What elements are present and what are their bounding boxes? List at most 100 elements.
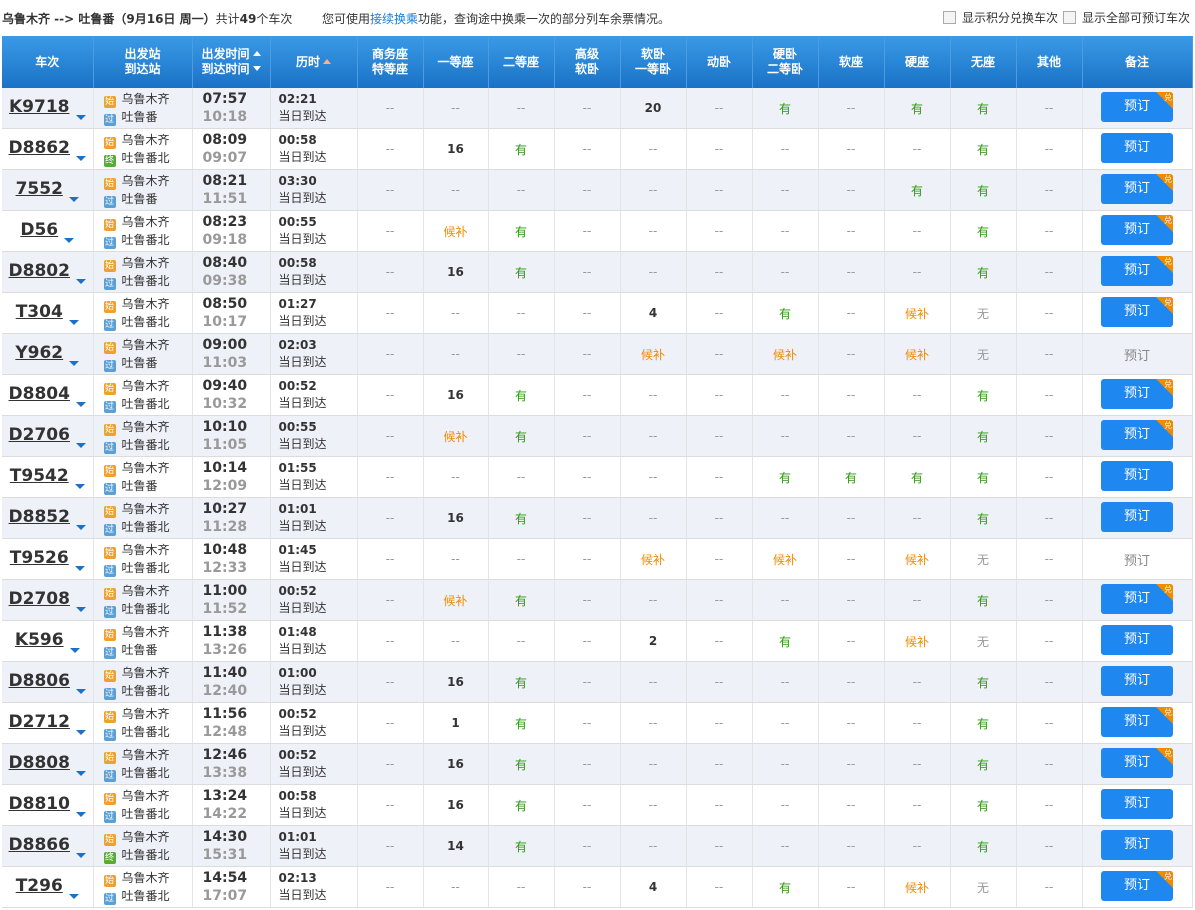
train-number[interactable]: D56 xyxy=(20,219,59,240)
train-number[interactable]: D2706 xyxy=(8,424,70,445)
seat-availability[interactable]: 14 xyxy=(423,825,489,867)
expand-arrow[interactable] xyxy=(75,688,86,694)
seat-availability[interactable]: 4 xyxy=(620,292,687,334)
expand-arrow[interactable] xyxy=(75,606,86,612)
seat-availability[interactable]: 2 xyxy=(620,620,687,662)
seat-availability[interactable]: 有 xyxy=(950,497,1017,539)
book-button[interactable]: 预订 xyxy=(1101,624,1173,655)
seat-availability[interactable]: 有 xyxy=(884,456,951,498)
seat-availability[interactable]: 16 xyxy=(423,497,489,539)
book-button[interactable]: 预订 兑 xyxy=(1101,173,1173,204)
seat-availability[interactable]: 有 xyxy=(950,88,1017,129)
expand-arrow[interactable] xyxy=(64,237,75,243)
book-button[interactable]: 预订 xyxy=(1101,665,1173,696)
book-button[interactable]: 预订 兑 xyxy=(1101,583,1173,614)
seat-availability[interactable]: 16 xyxy=(423,374,489,416)
train-number[interactable]: D8810 xyxy=(8,793,70,814)
seat-availability[interactable]: 有 xyxy=(488,661,555,703)
train-number[interactable]: D8804 xyxy=(8,383,70,404)
sort-arrow[interactable] xyxy=(323,58,331,64)
expand-arrow[interactable] xyxy=(75,729,86,735)
seat-availability[interactable]: 有 xyxy=(884,88,951,129)
seat-availability[interactable]: 有 xyxy=(950,251,1017,293)
seat-availability[interactable]: 有 xyxy=(488,825,555,867)
checkbox[interactable] xyxy=(943,11,956,24)
seat-availability[interactable]: 16 xyxy=(423,128,489,170)
book-button[interactable]: 预订 xyxy=(1101,788,1173,819)
seat-availability[interactable]: 有 xyxy=(884,169,951,211)
checkbox[interactable] xyxy=(1063,11,1076,24)
book-button[interactable]: 预订 兑 xyxy=(1101,296,1173,327)
train-number[interactable]: 7552 xyxy=(15,178,63,199)
seat-availability[interactable]: 有 xyxy=(752,88,819,129)
seat-availability[interactable]: 1 xyxy=(423,702,489,744)
train-number[interactable]: T9542 xyxy=(9,465,69,486)
sort-arrow[interactable] xyxy=(252,66,261,71)
expand-arrow[interactable] xyxy=(75,155,86,161)
seat-availability[interactable]: 有 xyxy=(488,784,555,826)
seat-availability[interactable]: 有 xyxy=(950,169,1017,211)
seat-availability[interactable]: 有 xyxy=(752,866,819,908)
expand-arrow[interactable] xyxy=(74,483,85,489)
seat-availability[interactable]: 有 xyxy=(488,210,555,252)
seat-availability[interactable]: 有 xyxy=(488,251,555,293)
book-button[interactable]: 预订 兑 xyxy=(1101,214,1173,245)
book-button[interactable]: 预订 兑 xyxy=(1101,91,1173,122)
seat-availability[interactable]: 有 xyxy=(752,456,819,498)
expand-arrow[interactable] xyxy=(69,360,80,366)
seat-availability[interactable]: 有 xyxy=(950,579,1017,621)
book-button[interactable]: 预订 兑 xyxy=(1101,706,1173,737)
book-button[interactable]: 预订 兑 xyxy=(1101,870,1173,901)
seat-availability[interactable]: 有 xyxy=(752,620,819,662)
expand-arrow[interactable] xyxy=(68,196,79,202)
seat-availability[interactable]: 4 xyxy=(620,866,687,908)
train-number[interactable]: T9526 xyxy=(9,547,69,568)
seat-availability[interactable]: 有 xyxy=(488,128,555,170)
seat-availability[interactable]: 16 xyxy=(423,784,489,826)
train-number[interactable]: D8808 xyxy=(8,752,70,773)
expand-arrow[interactable] xyxy=(68,893,79,899)
seat-availability[interactable]: 有 xyxy=(488,743,555,785)
train-number[interactable]: Y962 xyxy=(15,342,64,363)
expand-arrow[interactable] xyxy=(75,278,86,284)
seat-availability[interactable]: 有 xyxy=(950,702,1017,744)
book-button[interactable]: 预订 兑 xyxy=(1101,378,1173,409)
seat-availability[interactable]: 16 xyxy=(423,251,489,293)
train-number[interactable]: T296 xyxy=(15,875,63,896)
seat-availability[interactable]: 有 xyxy=(950,743,1017,785)
expand-arrow[interactable] xyxy=(75,524,86,530)
seat-availability[interactable]: 有 xyxy=(950,825,1017,867)
expand-arrow[interactable] xyxy=(75,770,86,776)
expand-arrow[interactable] xyxy=(75,852,86,858)
book-button[interactable]: 预订 xyxy=(1101,132,1173,163)
expand-arrow[interactable] xyxy=(68,319,79,325)
book-button[interactable]: 预订 xyxy=(1101,829,1173,860)
seat-availability[interactable]: 有 xyxy=(950,661,1017,703)
expand-arrow[interactable] xyxy=(75,442,86,448)
seat-availability[interactable]: 16 xyxy=(423,661,489,703)
seat-availability[interactable]: 16 xyxy=(423,743,489,785)
seat-availability[interactable]: 有 xyxy=(950,415,1017,457)
book-button[interactable]: 预订 xyxy=(1101,460,1173,491)
seat-availability[interactable]: 20 xyxy=(620,88,687,129)
train-number[interactable]: K596 xyxy=(14,629,64,650)
expand-arrow[interactable] xyxy=(69,647,80,653)
seat-availability[interactable]: 有 xyxy=(488,579,555,621)
train-number[interactable]: T304 xyxy=(15,301,63,322)
expand-arrow[interactable] xyxy=(75,811,86,817)
train-number[interactable]: D8802 xyxy=(8,260,70,281)
book-button[interactable]: 预订 兑 xyxy=(1101,255,1173,286)
book-button[interactable]: 预订 xyxy=(1101,501,1173,532)
train-number[interactable]: D2712 xyxy=(8,711,70,732)
checkbox-points[interactable]: 显示积分兑换车次 xyxy=(943,9,1058,26)
train-number[interactable]: K9718 xyxy=(9,96,70,117)
expand-arrow[interactable] xyxy=(75,401,86,407)
train-number[interactable]: D8806 xyxy=(8,670,70,691)
seat-availability[interactable]: 有 xyxy=(950,456,1017,498)
book-button[interactable]: 预订 兑 xyxy=(1101,419,1173,450)
seat-availability[interactable]: 有 xyxy=(950,784,1017,826)
seat-availability[interactable]: 有 xyxy=(818,456,885,498)
checkbox-all[interactable]: 显示全部可预订车次 xyxy=(1063,9,1190,26)
seat-availability[interactable]: 有 xyxy=(950,210,1017,252)
train-number[interactable]: D8862 xyxy=(8,137,70,158)
